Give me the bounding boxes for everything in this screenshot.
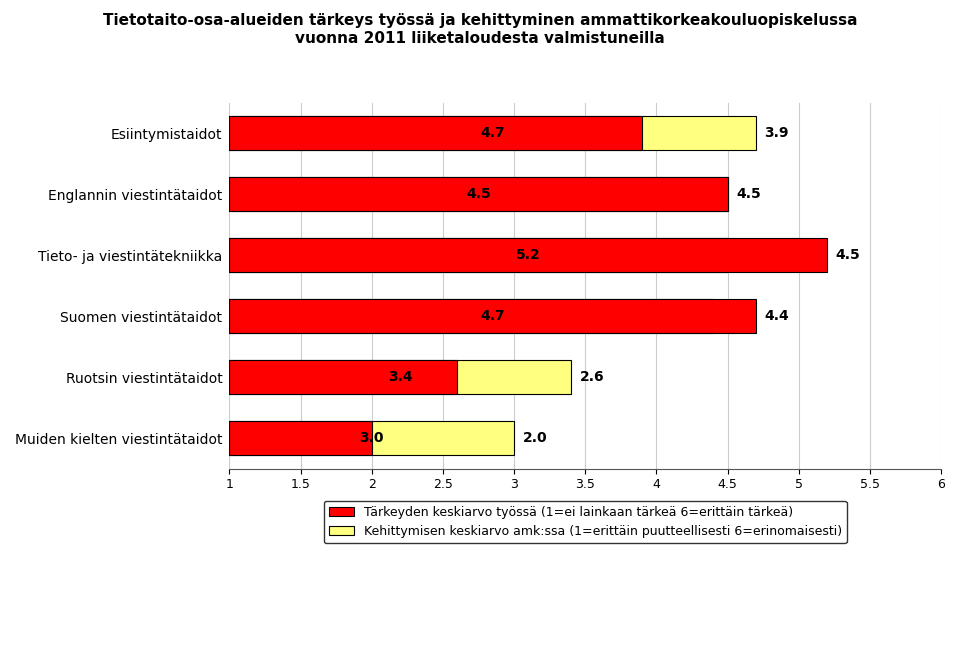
Text: 4.7: 4.7 [480, 126, 505, 140]
Text: 2.6: 2.6 [580, 370, 604, 384]
Bar [229, 360, 457, 394]
Bar [229, 421, 372, 455]
Text: 4.5: 4.5 [736, 187, 761, 201]
Text: 2.0: 2.0 [522, 431, 547, 446]
Text: 3.0: 3.0 [359, 431, 384, 446]
Text: 4.5: 4.5 [836, 248, 860, 262]
Bar [229, 239, 828, 272]
Legend: Tärkeyden keskiarvo työssä (1=ei lainkaan tärkeä 6=erittäin tärkeä), Kehittymise: Tärkeyden keskiarvo työssä (1=ei lainkaa… [324, 501, 847, 543]
Bar [229, 116, 642, 150]
Text: 5.2: 5.2 [516, 248, 540, 262]
Bar [229, 300, 713, 333]
Bar [229, 421, 515, 455]
Bar [229, 177, 728, 211]
Bar [229, 300, 756, 333]
Text: 4.7: 4.7 [480, 309, 505, 323]
Text: 4.5: 4.5 [467, 187, 491, 201]
Bar [229, 360, 571, 394]
Text: Tietotaito-osa-alueiden tärkeys työssä ja kehittyminen ammattikorkeakouluopiskel: Tietotaito-osa-alueiden tärkeys työssä j… [103, 13, 857, 46]
Text: 3.4: 3.4 [388, 370, 413, 384]
Bar [229, 239, 728, 272]
Text: 4.4: 4.4 [764, 309, 789, 323]
Bar [229, 177, 728, 211]
Bar [229, 116, 756, 150]
Text: 3.9: 3.9 [764, 126, 789, 140]
